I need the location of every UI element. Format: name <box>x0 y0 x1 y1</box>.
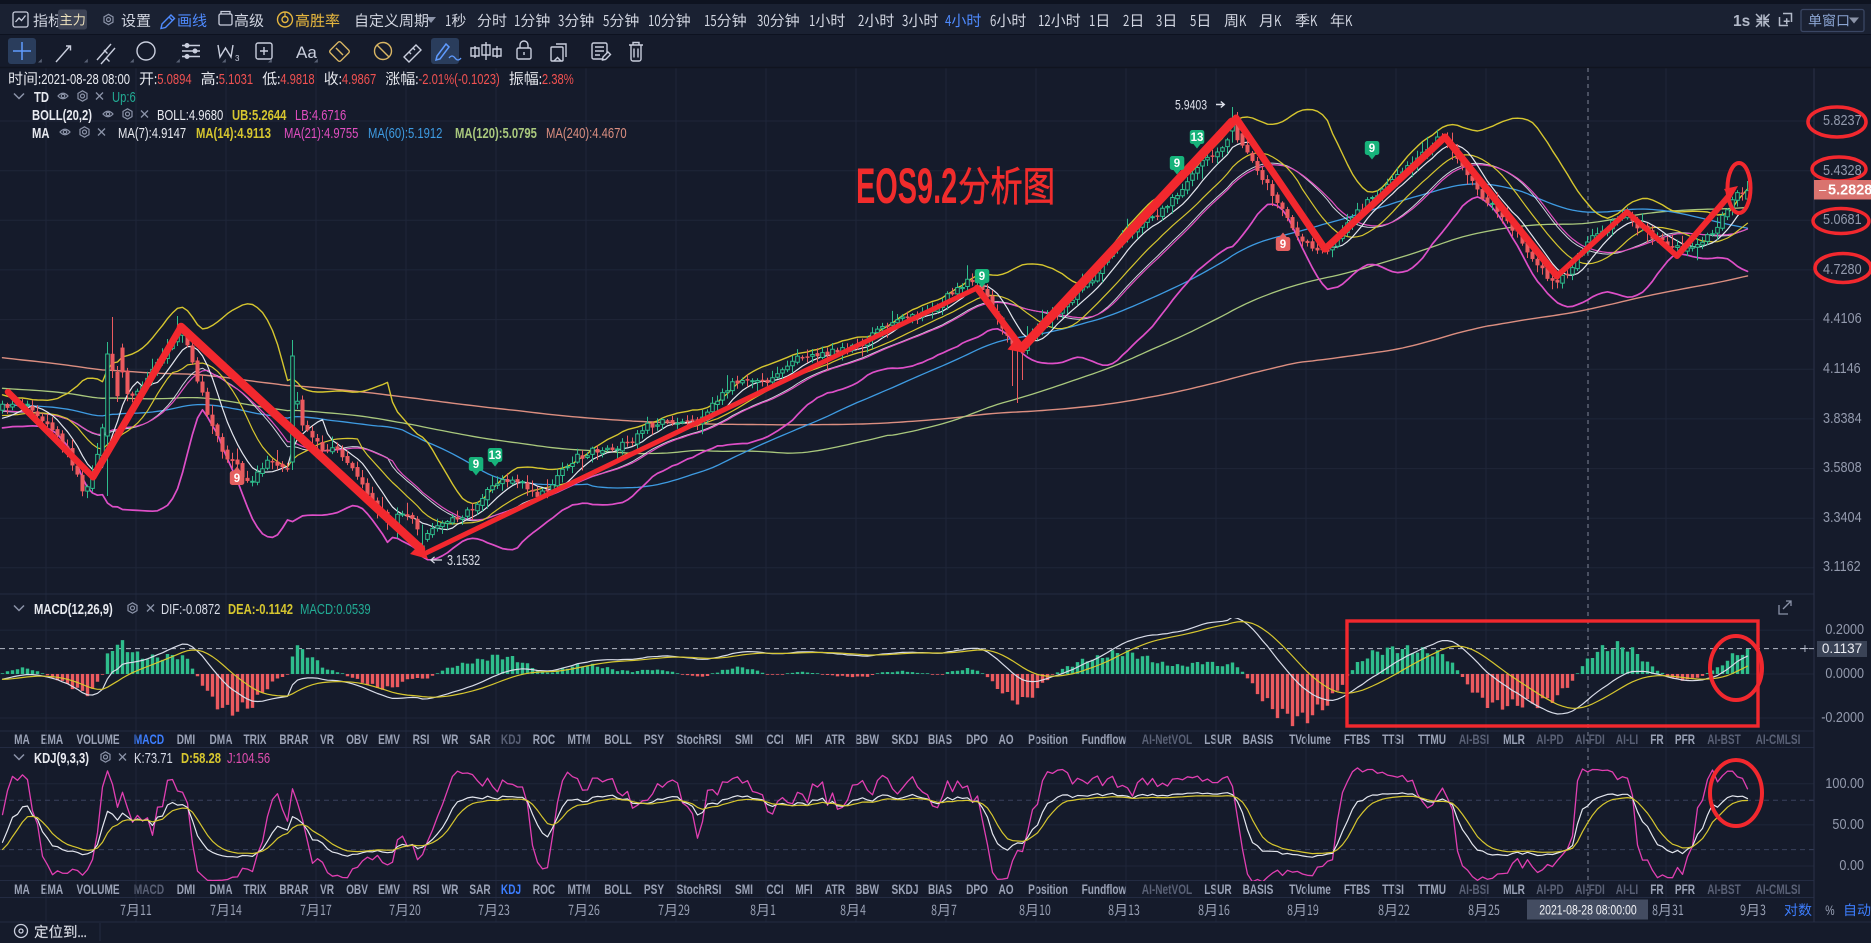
svg-text:3.1532: 3.1532 <box>447 551 480 568</box>
svg-text:13: 13 <box>1191 132 1204 144</box>
svg-text:MA(21):4.9755: MA(21):4.9755 <box>284 124 358 141</box>
svg-text:9: 9 <box>1369 143 1375 155</box>
svg-text:MA(14):4.9113: MA(14):4.9113 <box>196 124 271 141</box>
svg-text:KDJ(9,3,3): KDJ(9,3,3) <box>34 749 89 766</box>
svg-text:9: 9 <box>979 271 985 283</box>
svg-text:5.1031: 5.1031 <box>219 70 253 87</box>
svg-text:5.9403: 5.9403 <box>1175 97 1207 113</box>
svg-text:DIF:-0.0872: DIF:-0.0872 <box>161 600 220 617</box>
svg-text:5.0894: 5.0894 <box>157 70 191 87</box>
svg-text:TD: TD <box>34 88 49 105</box>
svg-text:3: 3 <box>235 54 240 63</box>
svg-text:BOLL:4.9680: BOLL:4.9680 <box>157 106 223 123</box>
svg-text:MACD:0.0539: MACD:0.0539 <box>300 600 371 617</box>
svg-text:9: 9 <box>473 459 479 471</box>
svg-text:–: – <box>1819 182 1827 197</box>
svg-text:J:104.56: J:104.56 <box>227 749 270 766</box>
svg-text:MA(60):5.1912: MA(60):5.1912 <box>368 124 442 141</box>
svg-text:-2.01%(-0.1023): -2.01%(-0.1023) <box>419 70 500 87</box>
svg-text:9: 9 <box>234 473 240 485</box>
svg-text:2.38%: 2.38% <box>542 70 574 87</box>
svg-text:MACD(12,26,9): MACD(12,26,9) <box>34 600 113 617</box>
svg-text:DEA:-0.1142: DEA:-0.1142 <box>228 600 293 617</box>
svg-text:MA(120):5.0795: MA(120):5.0795 <box>455 124 537 141</box>
svg-text:EOS9.2: EOS9.2 <box>856 158 957 214</box>
svg-text:1s: 1s <box>1733 13 1750 30</box>
svg-text:9: 9 <box>1280 239 1286 251</box>
svg-text:D:58.28: D:58.28 <box>181 749 221 766</box>
svg-text:13: 13 <box>489 450 502 462</box>
svg-text:%: % <box>1825 903 1834 919</box>
svg-text:MA(7):4.9147: MA(7):4.9147 <box>118 124 186 141</box>
svg-text:2021-08-28 08:00:00: 2021-08-28 08:00:00 <box>1539 902 1636 918</box>
svg-text:UB:5.2644: UB:5.2644 <box>232 106 287 123</box>
svg-text:K:73.71: K:73.71 <box>134 749 173 766</box>
svg-text:MA: MA <box>32 124 50 141</box>
svg-text:LB:4.6716: LB:4.6716 <box>295 106 346 123</box>
svg-text:Aa: Aa <box>296 43 317 62</box>
svg-text:9: 9 <box>1174 158 1180 170</box>
svg-text:MA(240):4.4670: MA(240):4.4670 <box>546 124 627 141</box>
svg-text:BOLL(20,2): BOLL(20,2) <box>32 106 92 123</box>
svg-text:Up:6: Up:6 <box>112 88 136 105</box>
svg-text:5.2828: 5.2828 <box>1828 183 1871 199</box>
svg-text:4.9867: 4.9867 <box>342 70 376 87</box>
svg-text:2021-08-28 08:00: 2021-08-28 08:00 <box>41 70 130 87</box>
svg-text:4.9818: 4.9818 <box>280 70 314 87</box>
